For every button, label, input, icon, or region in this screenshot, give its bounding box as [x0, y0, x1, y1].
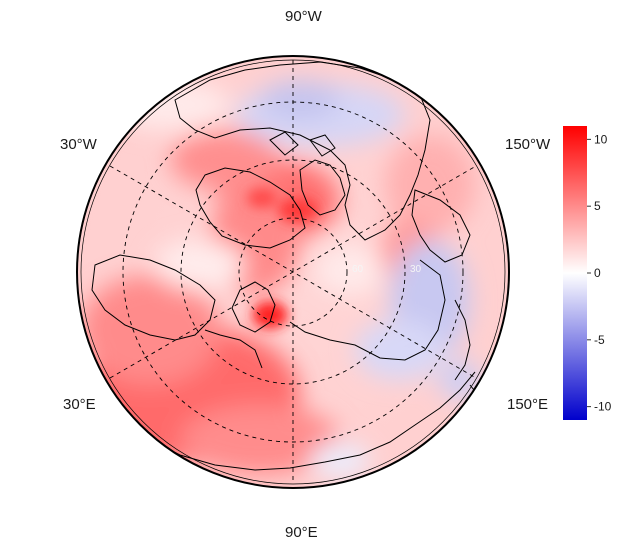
colorbar-tick-label: 0 [594, 266, 601, 280]
colorbar-tick-label: 5 [594, 199, 601, 213]
longitude-label-lower-right: 150°E [507, 396, 549, 413]
longitude-label-bottom: 90°E [285, 524, 318, 541]
graticule [109, 60, 477, 484]
longitude-label-upper-left: 30°W [60, 136, 97, 153]
longitude-label-top: 90°W [285, 8, 322, 25]
colorbar-tick-label: -5 [594, 333, 605, 347]
colorbar-tick-label: 10 [594, 132, 608, 146]
colorbar-gradient [563, 126, 587, 420]
map-inner-border [80, 59, 506, 485]
colorbar-ticks: 10 5 0 -5 -10 [587, 132, 612, 414]
anomaly-field [77, 56, 509, 488]
longitude-label-lower-left: 30°E [63, 396, 96, 413]
colorbar: 10 5 0 -5 -10 [563, 126, 612, 420]
longitude-label-upper-right: 150°W [505, 136, 551, 153]
latitude-label: 60 [352, 264, 364, 275]
coastlines [91, 61, 491, 471]
map-border [76, 55, 510, 489]
colorbar-tick-label: -10 [594, 400, 612, 414]
latitude-label: 30 [410, 264, 422, 275]
